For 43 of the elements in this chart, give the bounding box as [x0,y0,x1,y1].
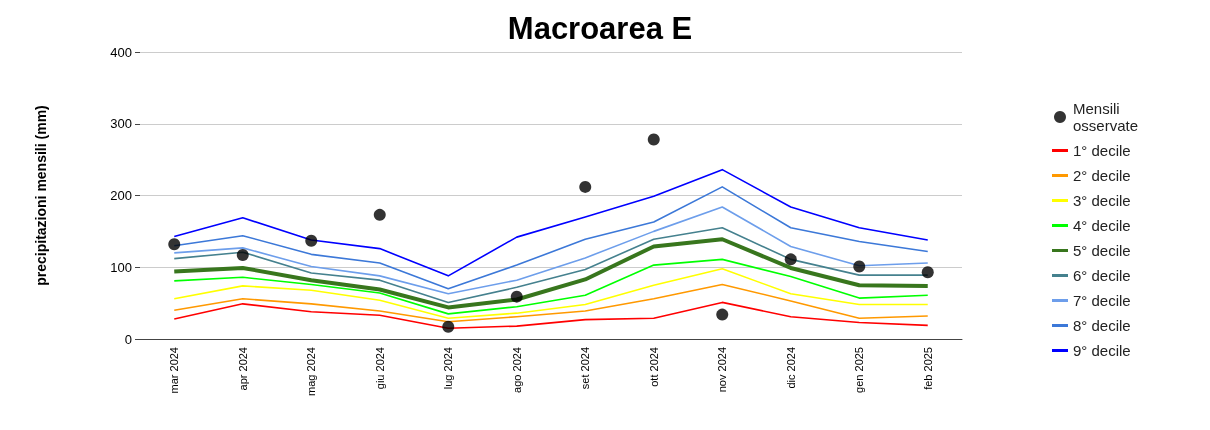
x-tick-label: ott 2024 [647,347,660,387]
point [647,133,660,146]
y-tick-label: 200 [110,188,132,203]
x-tick-label: feb 2025 [921,347,934,390]
point [921,266,934,279]
x-tick-label: set 2024 [579,347,592,390]
point [373,208,386,221]
point [579,180,592,193]
line-series [172,237,930,310]
x-tick-label: nov 2024 [716,347,729,393]
x-tick-label: apr 2024 [236,347,249,391]
y-tick-label: 400 [110,44,132,60]
x-tick-label: dic 2024 [784,347,797,389]
y-tick-label: 0 [124,331,132,347]
x-tick-label: ago 2024 [510,347,523,393]
legend-label: 1° decile [1073,142,1131,159]
legend-label: 6° decile [1073,267,1131,284]
point [442,320,455,333]
y-tick-label: 100 [110,259,132,275]
x-tick-label: gen 2025 [853,347,866,393]
point [305,234,318,247]
x-tick-label: giu 2024 [373,347,386,390]
point [853,260,866,273]
legend-label: 5° decile [1073,242,1131,259]
legend-label: Mensili osservate [1073,100,1139,134]
x-tick-label: mar 2024 [168,347,181,394]
point [168,238,181,251]
legend-label: 2° decile [1073,167,1131,184]
legend-label: 9° decile [1073,342,1131,359]
point [510,290,523,303]
legend-label: 4° decile [1073,217,1131,234]
legend-label: 3° decile [1073,192,1131,209]
point [716,308,729,321]
chart-title: Macroarea E [507,11,693,46]
legend-label: 7° decile [1073,292,1131,309]
y-axis-title: precipitazioni mensili (mm) [33,105,49,286]
y-tick-label: 300 [110,116,132,132]
x-tick-label: lug 2024 [442,347,455,390]
point [236,249,249,262]
legend-label: 8° decile [1073,317,1131,334]
point [784,253,797,266]
x-tick-label: mag 2024 [305,347,318,396]
line-series [173,258,929,315]
